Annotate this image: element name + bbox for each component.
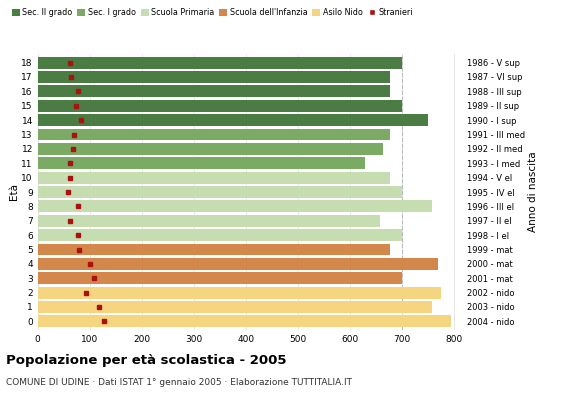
Legend: Sec. II grado, Sec. I grado, Scuola Primaria, Scuola dell'Infanzia, Asilo Nido, : Sec. II grado, Sec. I grado, Scuola Prim… — [12, 8, 412, 17]
Bar — [38, 287, 441, 298]
Y-axis label: Età: Età — [9, 184, 19, 200]
Bar — [38, 114, 427, 126]
Bar — [38, 157, 365, 169]
Bar — [38, 244, 390, 255]
Bar — [38, 186, 401, 198]
Bar — [38, 200, 432, 212]
Bar — [38, 100, 401, 112]
Bar — [38, 301, 432, 313]
Text: COMUNE DI UDINE · Dati ISTAT 1° gennaio 2005 · Elaborazione TUTTITALIA.IT: COMUNE DI UDINE · Dati ISTAT 1° gennaio … — [6, 378, 352, 387]
Bar — [38, 272, 401, 284]
Text: Popolazione per età scolastica - 2005: Popolazione per età scolastica - 2005 — [6, 354, 287, 367]
Bar — [38, 71, 390, 83]
Y-axis label: Anno di nascita: Anno di nascita — [528, 152, 538, 232]
Bar — [38, 258, 438, 270]
Bar — [38, 129, 390, 140]
Bar — [38, 215, 380, 227]
Bar — [38, 316, 451, 327]
Bar — [38, 143, 383, 155]
Bar — [38, 86, 390, 97]
Bar — [38, 57, 401, 68]
Bar — [38, 172, 390, 184]
Bar — [38, 229, 401, 241]
